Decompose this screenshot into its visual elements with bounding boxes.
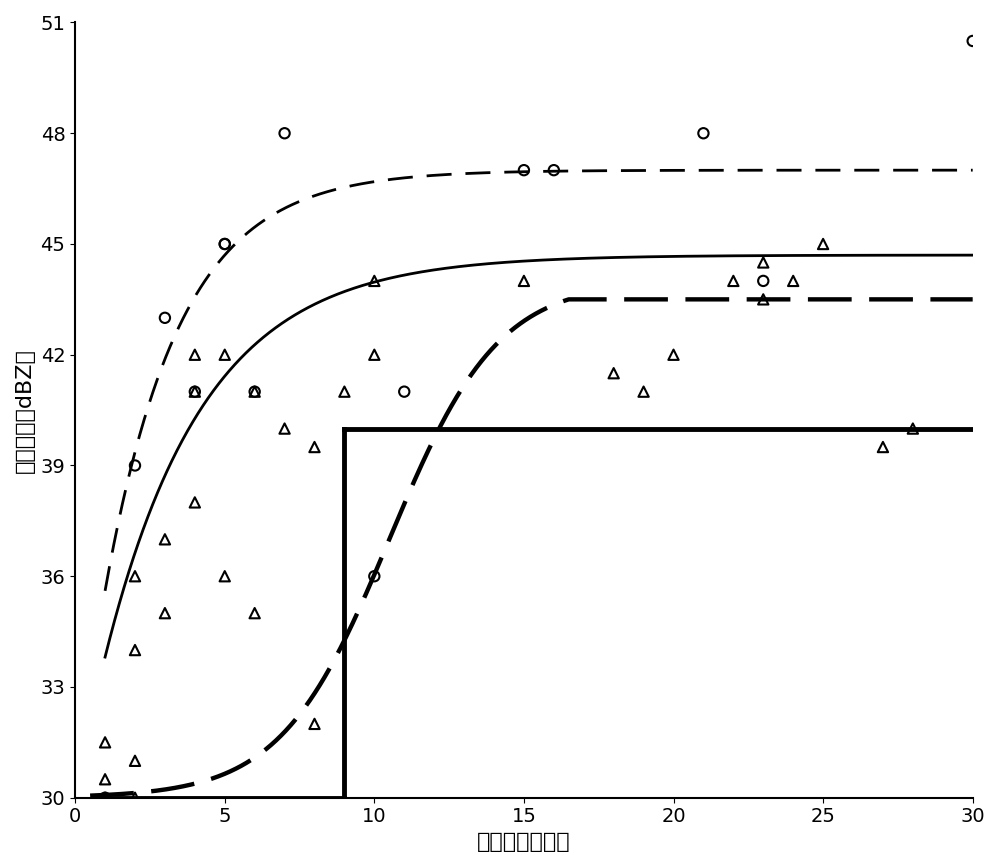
Point [755,274,771,288]
Point [785,274,801,288]
Point [127,754,143,768]
Point [157,606,173,620]
Point [217,237,233,251]
Point [217,570,233,583]
Point [546,163,562,177]
Point [187,495,203,509]
Point [97,791,113,805]
Point [636,385,652,399]
Point [97,791,113,805]
Point [695,127,711,140]
Point [366,348,382,362]
Point [187,385,203,399]
Point [905,421,921,435]
Point [606,366,622,380]
Point [187,348,203,362]
Point [97,772,113,786]
Point [366,570,382,583]
Point [516,163,532,177]
Point [277,127,293,140]
Point [187,385,203,399]
Point [217,237,233,251]
Point [127,643,143,657]
Y-axis label: 回波强度（dBZ）: 回波强度（dBZ） [15,348,35,473]
Point [755,256,771,270]
Point [366,274,382,288]
Point [127,791,143,805]
Point [306,440,322,454]
Point [247,606,263,620]
Point [516,274,532,288]
Point [97,735,113,749]
Point [157,311,173,325]
Point [157,532,173,546]
Point [396,385,412,399]
Point [127,570,143,583]
Point [755,292,771,306]
X-axis label: 闪电频数（次）: 闪电频数（次） [477,832,571,852]
Point [217,348,233,362]
Point [247,385,263,399]
Point [336,385,352,399]
Point [965,34,981,48]
Point [127,459,143,473]
Point [306,717,322,731]
Point [815,237,831,251]
Point [725,274,741,288]
Point [666,348,682,362]
Point [247,385,263,399]
Point [875,440,891,454]
Point [277,421,293,435]
